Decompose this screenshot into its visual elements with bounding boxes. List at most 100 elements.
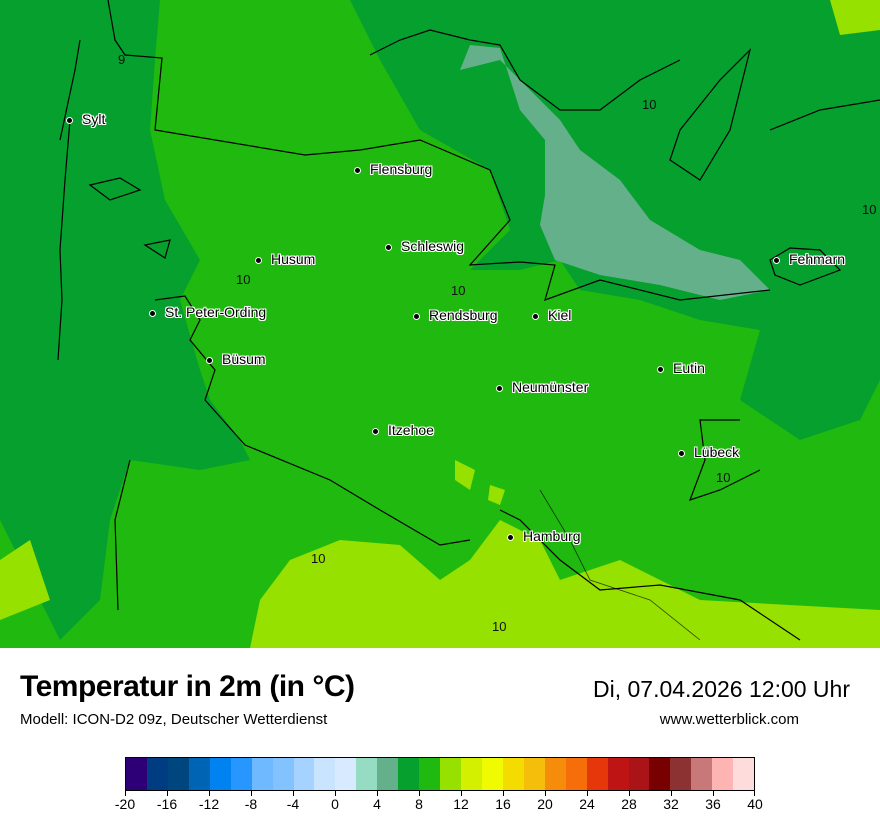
city-label: Fehmarn (789, 251, 846, 267)
legend-swatch (502, 758, 524, 790)
legend-tick (293, 791, 294, 796)
legend-tick-label: -8 (244, 796, 258, 812)
legend-tick-label: 40 (747, 796, 763, 812)
legend-tick (125, 791, 126, 796)
legend-tick-label: -4 (286, 796, 300, 812)
legend-ticks: -20 -16 -12 -8 -4 0 4 8 12 16 20 24 28 32 36 40 (115, 791, 763, 821)
warm-patch-south-west (0, 540, 50, 620)
legend-swatch (461, 758, 482, 790)
city-marker (657, 366, 664, 373)
legend-tick-label: -20 (114, 796, 136, 812)
model-source: Modell: ICON-D2 09z, Deutscher Wetterdie… (20, 711, 328, 728)
city-label: Büsum (222, 351, 266, 367)
contour-label: 9 (118, 52, 126, 67)
legend-swatch (356, 758, 378, 790)
legend-swatch (649, 758, 671, 790)
legend-tick (545, 791, 546, 796)
legend-tick (167, 791, 168, 796)
legend-swatch (670, 758, 692, 790)
legend-swatch (293, 758, 315, 790)
legend-swatch (586, 758, 608, 790)
warm-patch-south (250, 520, 880, 648)
contour-label: 10 (451, 283, 466, 298)
legend-tick-label: 28 (621, 796, 637, 812)
contour-label: 10 (492, 619, 507, 634)
legend-tick-label: 12 (453, 796, 469, 812)
legend-swatch (544, 758, 566, 790)
warm-patch-mid (455, 460, 505, 505)
city-marker (385, 244, 392, 251)
legend-tick (713, 791, 714, 796)
legend-tick (587, 791, 588, 796)
north-sea-cool (0, 0, 250, 640)
legend-tick-label: 32 (663, 796, 679, 812)
contour-label: 10 (311, 551, 326, 566)
legend-swatch (523, 758, 545, 790)
legend-tick-label: 4 (373, 796, 381, 812)
legend-swatch (712, 758, 734, 790)
legend-tick (461, 791, 462, 796)
legend-swatch (126, 758, 147, 790)
legend-tick (503, 791, 504, 796)
legend-swatch (607, 758, 629, 790)
legend-swatch (167, 758, 189, 790)
legend-swatch (230, 758, 252, 790)
legend-swatch (440, 758, 461, 790)
city-marker (206, 357, 213, 364)
legend-swatch (733, 758, 755, 790)
legend-swatch (377, 758, 399, 790)
temperature-map (0, 0, 880, 648)
city-marker (255, 257, 262, 264)
city-marker (507, 534, 514, 541)
city-marker (149, 310, 156, 317)
city-label: Neumünster (512, 379, 589, 395)
map-title: Temperatur in 2m (in °C) (20, 670, 355, 703)
city-label: Schleswig (401, 238, 465, 254)
city-label: Flensburg (370, 161, 433, 177)
legend-tick (671, 791, 672, 796)
legend-swatch (188, 758, 210, 790)
city-label: Kiel (548, 307, 572, 323)
city-label: Eutin (673, 360, 705, 376)
legend-tick-label: -12 (198, 796, 220, 812)
legend-tick-label: 8 (415, 796, 423, 812)
city-marker (413, 313, 420, 320)
city-label: Lübeck (694, 444, 740, 460)
borders (539, 489, 701, 641)
city-label: St. Peter-Ording (165, 304, 267, 320)
city-label: Sylt (82, 111, 106, 127)
legend-swatch (146, 758, 168, 790)
city-marker (773, 257, 780, 264)
legend-swatch (251, 758, 273, 790)
warm-patch-north-east (830, 0, 880, 35)
legend-tick (754, 791, 755, 796)
legend-tick (209, 791, 210, 796)
legend-tick-label: 16 (495, 796, 511, 812)
city-label: Husum (271, 251, 316, 267)
color-legend (125, 757, 755, 791)
city-label: Hamburg (523, 528, 581, 544)
legend-tick (629, 791, 630, 796)
city-marker (496, 385, 503, 392)
legend-swatch (398, 758, 420, 790)
city-marker (66, 117, 73, 124)
legend-swatch (209, 758, 231, 790)
city-marker (678, 450, 685, 457)
legend-swatch (565, 758, 587, 790)
city-marker (532, 313, 539, 320)
forecast-datetime: Di, 07.04.2026 12:00 Uhr (592, 676, 850, 702)
contour-label: 10 (862, 202, 877, 217)
city-marker (372, 428, 379, 435)
contour-label: 10 (236, 272, 251, 287)
contour-label: 10 (716, 470, 731, 485)
coastlines (57, 0, 880, 641)
legend-swatch (419, 758, 441, 790)
city-label: Rendsburg (429, 307, 498, 323)
legend-swatch (691, 758, 713, 790)
kiel-bay-coldest (460, 45, 770, 300)
legend-tick-label: 36 (705, 796, 721, 812)
legend-swatch (314, 758, 336, 790)
website-link[interactable]: www.wetterblick.com (659, 711, 799, 728)
legend-tick-label: 0 (331, 796, 339, 812)
legend-tick (335, 791, 336, 796)
